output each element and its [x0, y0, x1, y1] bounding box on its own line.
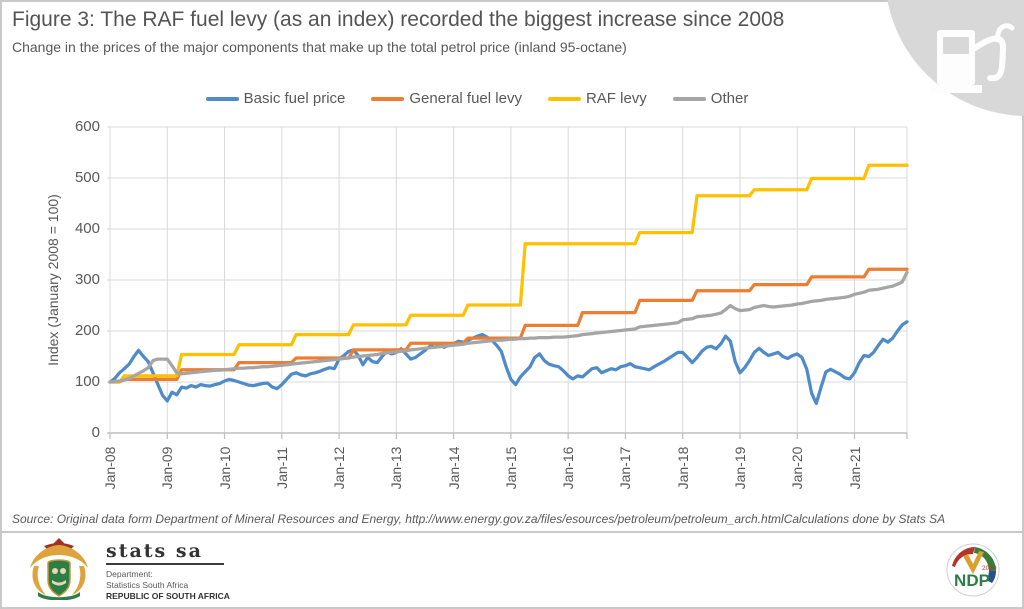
x-tick-label: Jan-13: [388, 446, 405, 490]
legend-label: RAF levy: [585, 90, 647, 107]
ndp-label: NDP: [954, 571, 990, 590]
y-tick-label: 100: [74, 373, 100, 390]
figure-title: Figure 3: The RAF fuel levy (as an index…: [12, 8, 785, 31]
ndp-logo: NDP 2030: [946, 543, 1000, 597]
legend-swatch: [672, 96, 706, 101]
legend-item-other: Other: [672, 90, 749, 107]
statssa-rule: [106, 562, 224, 565]
statssa-dept-line1: Department:: [106, 568, 153, 579]
x-tick-label: Jan-12: [331, 446, 348, 490]
x-tick-label: Jan-15: [502, 446, 519, 490]
legend-item-basic-fuel-price: Basic fuel price: [205, 90, 346, 107]
legend-label: Other: [710, 90, 749, 107]
figure-subtitle: Change in the prices of the major compon…: [12, 39, 627, 55]
x-tick-label: Jan-19: [731, 446, 748, 490]
x-tick-label: Jan-08: [102, 446, 118, 490]
statssa-dept-line2: Statistics South Africa: [106, 579, 189, 590]
x-tick-label: Jan-20: [789, 446, 806, 490]
x-tick-label: Jan-14: [445, 446, 462, 490]
series-raf-levy: [108, 163, 909, 384]
y-tick-label: 500: [74, 169, 100, 186]
chart-section: Figure 3: The RAF fuel levy (as an index…: [2, 0, 1024, 533]
y-tick-label: 200: [74, 322, 100, 339]
y-tick-label: 600: [74, 118, 100, 135]
series-general-fuel-levy: [108, 267, 909, 384]
legend-swatch: [547, 96, 581, 101]
x-tick-label: Jan-21: [846, 446, 863, 490]
line-chart-plot: [107, 126, 909, 439]
legend-item-general-fuel-levy: General fuel levy: [371, 90, 522, 107]
source-text: Source: Original data form Department of…: [12, 512, 784, 526]
legend-label: Basic fuel price: [243, 90, 346, 107]
x-tick-label: Jan-11: [273, 447, 290, 489]
legend-label: General fuel levy: [409, 90, 522, 107]
source-credit: Calculations done by Stats SA: [783, 512, 946, 526]
chart-legend: Basic fuel price General fuel levy RAF lev…: [77, 90, 877, 107]
legend-swatch: [205, 96, 239, 101]
coat-of-arms-icon: [30, 537, 88, 600]
ndp-year: 2030: [982, 565, 997, 572]
fuel-pump-badge: [877, 0, 1024, 120]
legend-swatch: [371, 96, 405, 101]
series-basic-fuel-price: [108, 320, 909, 406]
x-tick-label: Jan-18: [674, 446, 691, 490]
statssa-logo: stats sa Department: Statistics South Af…: [24, 537, 230, 602]
x-tick-label: Jan-09: [159, 446, 176, 490]
statssa-dept-line3: REPUBLIC OF SOUTH AFRICA: [106, 591, 230, 602]
source-row: Source: Original data form Department of…: [12, 512, 945, 526]
x-tick-label: Jan-16: [560, 446, 577, 490]
legend-item-raf-levy: RAF levy: [547, 90, 647, 107]
y-tick-label: 300: [74, 271, 100, 288]
series-other: [108, 270, 909, 384]
y-tick-label: 400: [74, 220, 100, 237]
statssa-brand: stats sa: [106, 539, 203, 562]
footer: stats sa Department: Statistics South Af…: [2, 533, 1022, 607]
x-tick-label: Jan-10: [216, 446, 233, 490]
y-tick-label: 0: [91, 424, 100, 441]
fuel-pump-icon: [887, 0, 1024, 116]
statssa-text-block: stats sa Department: Statistics South Af…: [106, 538, 230, 602]
x-tick-label: Jan-17: [617, 446, 634, 490]
